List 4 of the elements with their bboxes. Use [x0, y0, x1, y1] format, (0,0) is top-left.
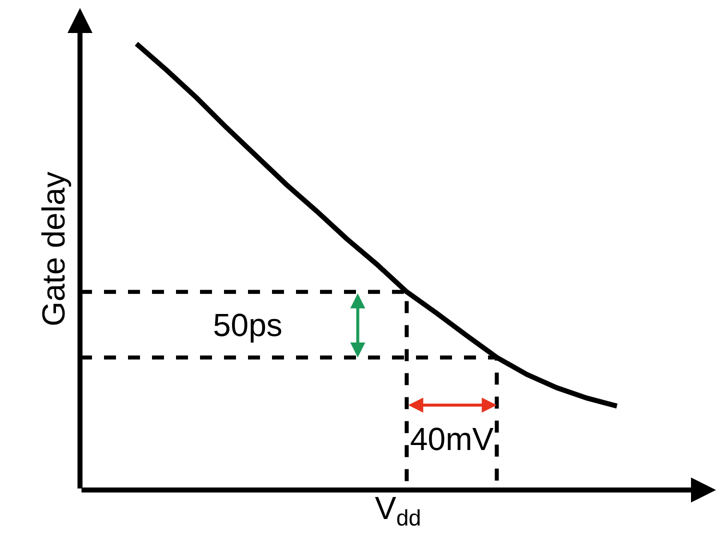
- x-axis-title: V$_{dd}$: [374, 490, 422, 531]
- annotation: 50ps: [213, 307, 282, 343]
- annotation: 40mV: [410, 421, 494, 457]
- y-axis-title: Gate delay: [35, 172, 72, 326]
